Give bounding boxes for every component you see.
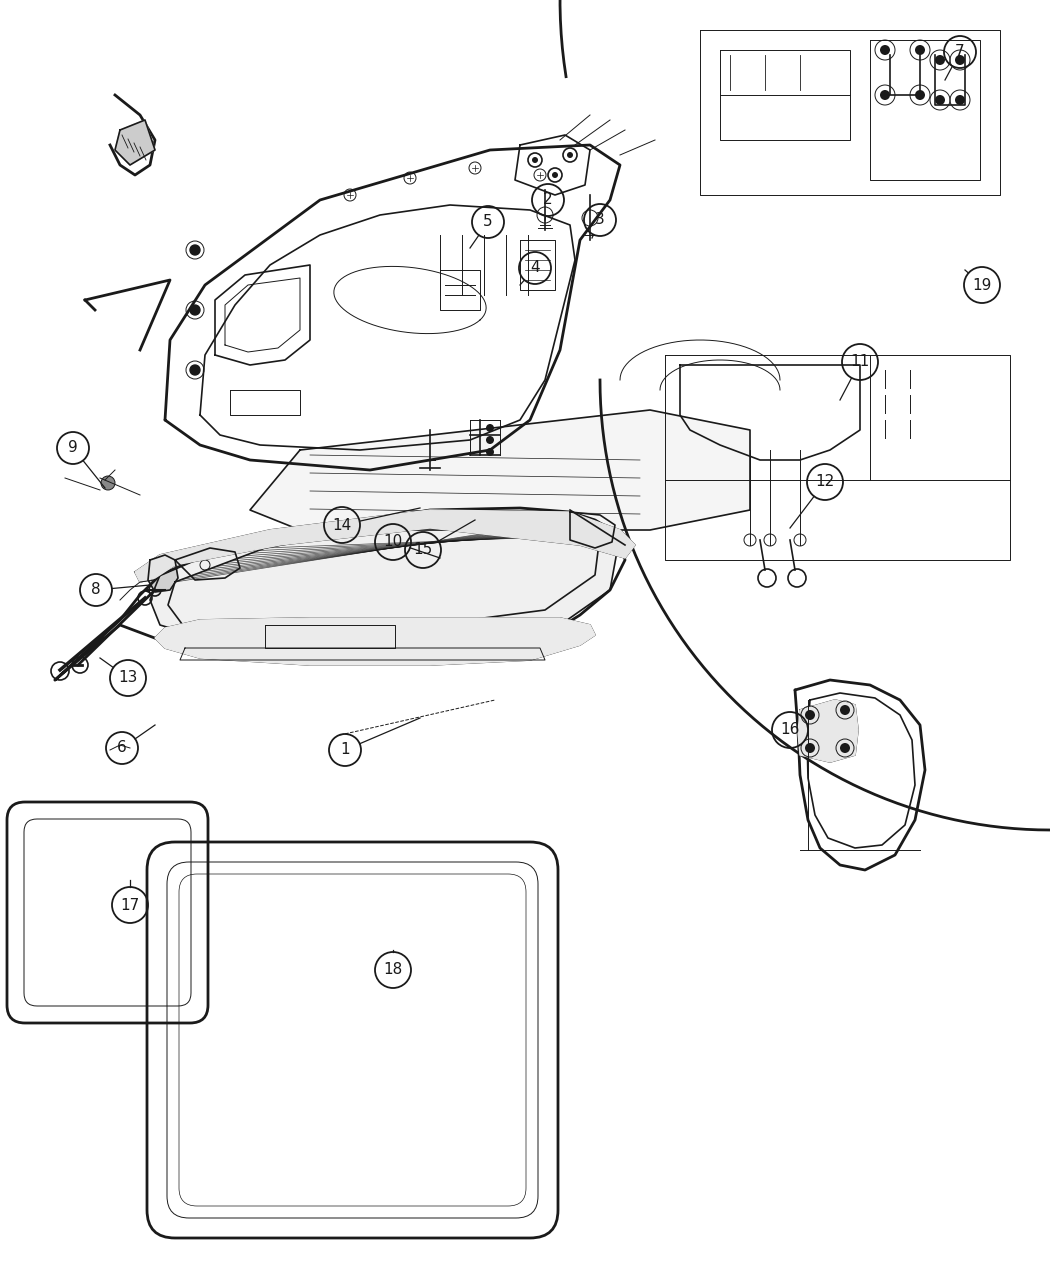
- Circle shape: [190, 305, 200, 315]
- Circle shape: [956, 96, 965, 105]
- Polygon shape: [150, 510, 620, 650]
- Circle shape: [880, 91, 890, 99]
- Circle shape: [567, 152, 573, 158]
- Text: 10: 10: [383, 534, 402, 550]
- Circle shape: [486, 425, 494, 432]
- Circle shape: [956, 55, 965, 65]
- Circle shape: [915, 91, 925, 99]
- Text: 2: 2: [543, 193, 552, 208]
- Circle shape: [840, 743, 850, 754]
- Circle shape: [552, 172, 558, 178]
- Polygon shape: [148, 555, 178, 592]
- Text: 19: 19: [972, 278, 991, 292]
- Text: 13: 13: [119, 671, 138, 686]
- Circle shape: [934, 96, 945, 105]
- Text: 4: 4: [530, 260, 540, 275]
- Text: 11: 11: [850, 354, 869, 370]
- Circle shape: [805, 743, 815, 754]
- Text: 7: 7: [956, 45, 965, 60]
- Text: 6: 6: [118, 741, 127, 756]
- Text: 12: 12: [816, 474, 835, 490]
- Polygon shape: [116, 120, 155, 164]
- Text: 3: 3: [595, 213, 605, 227]
- Text: 9: 9: [68, 440, 78, 455]
- Circle shape: [190, 245, 200, 255]
- Circle shape: [805, 710, 815, 720]
- Text: 5: 5: [483, 214, 492, 230]
- Circle shape: [934, 55, 945, 65]
- Text: 14: 14: [333, 518, 352, 533]
- Circle shape: [486, 436, 494, 444]
- Circle shape: [840, 705, 850, 715]
- Circle shape: [532, 157, 538, 163]
- Text: 16: 16: [780, 723, 800, 737]
- Text: 17: 17: [121, 898, 140, 913]
- Polygon shape: [155, 618, 595, 666]
- Circle shape: [486, 448, 494, 456]
- Text: 18: 18: [383, 963, 402, 978]
- Circle shape: [880, 45, 890, 55]
- Circle shape: [190, 365, 200, 375]
- Circle shape: [101, 476, 116, 490]
- Circle shape: [915, 45, 925, 55]
- Polygon shape: [135, 510, 635, 581]
- Text: 1: 1: [340, 742, 350, 757]
- Text: 8: 8: [91, 583, 101, 598]
- Polygon shape: [798, 700, 858, 762]
- Text: 15: 15: [414, 542, 433, 557]
- Polygon shape: [250, 411, 750, 530]
